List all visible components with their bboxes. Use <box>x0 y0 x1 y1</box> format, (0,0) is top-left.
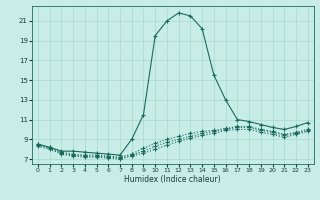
X-axis label: Humidex (Indice chaleur): Humidex (Indice chaleur) <box>124 175 221 184</box>
